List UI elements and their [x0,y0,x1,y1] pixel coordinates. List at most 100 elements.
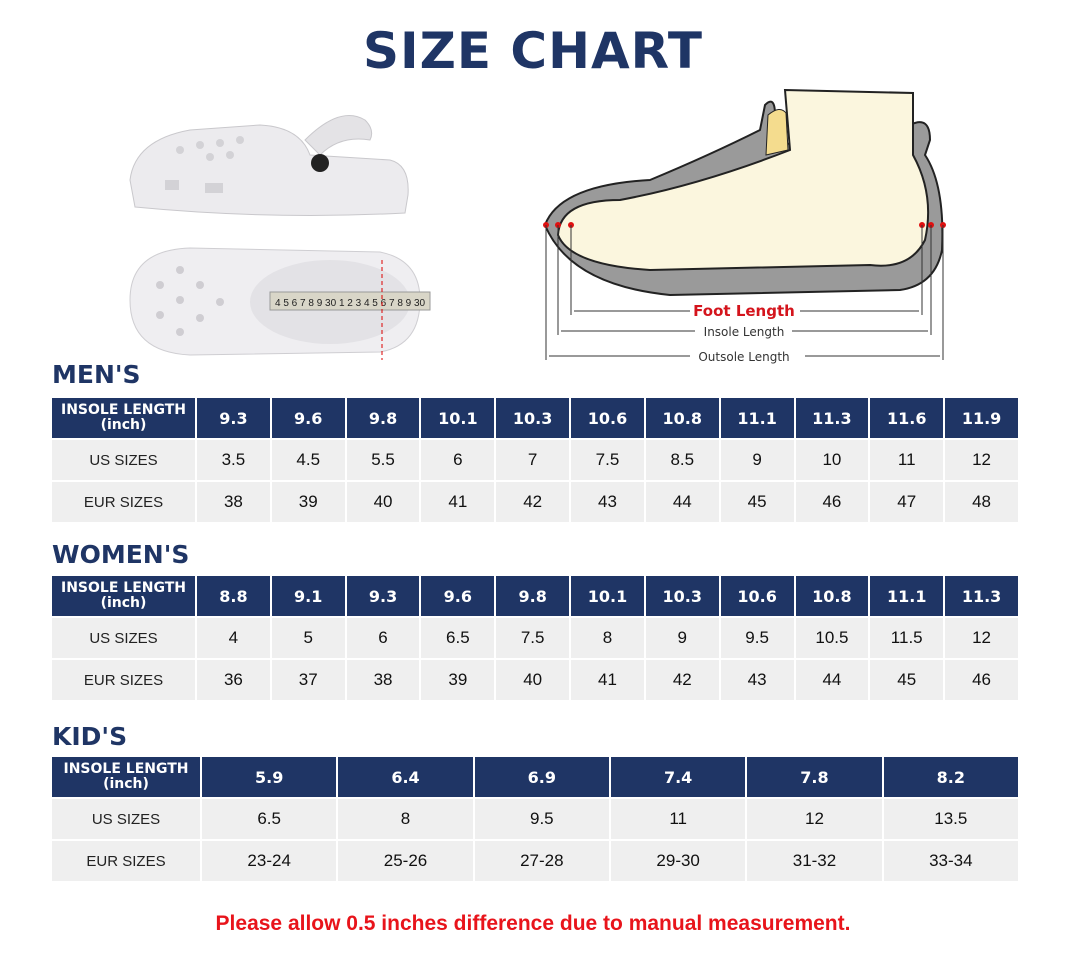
outsole-length-label: Outsole Length [698,350,789,364]
us-sizes-cell: 11 [610,799,746,839]
insole-length-cell: 11.3 [945,576,1018,616]
eur-sizes-cell: 45 [720,482,794,522]
eur-sizes-cell: 29-30 [610,841,746,881]
kids-size-table: INSOLE LENGTH (inch) 5.9 6.4 6.9 7.4 7.8 8.2 US … [50,755,1020,883]
insole-length-cell: 9.3 [197,398,270,438]
insole-length-row: INSOLE LENGTH (inch) 8.8 9.1 9.3 9.6 9.8 10.1 10… [52,576,1018,616]
insole-length-cell: 11.6 [870,398,944,438]
us-sizes-cell: 6.5 [421,618,495,658]
us-sizes-cell: 4.5 [271,440,345,480]
eur-sizes-cell: 48 [945,482,1018,522]
insole-length-cell: 5.9 [202,757,337,797]
insole-unit-text: (inch) [100,595,147,611]
insole-length-cell: 6.9 [474,757,609,797]
us-sizes-row: US SIZES 3.5 4.5 5.5 6 7 7.5 8.5 9 10 11 12 [52,440,1018,480]
us-sizes-cell: 10 [795,440,869,480]
eur-sizes-row: EUR SIZES 36 37 38 39 40 41 42 43 44 45 46 [52,660,1018,700]
insole-length-cell: 10.3 [645,576,719,616]
insole-length-cell: 9.1 [271,576,345,616]
insole-unit-text: (inch) [100,417,147,433]
foot-length-label: Foot Length [693,302,795,320]
insole-length-cell: 7.4 [610,757,746,797]
insole-length-cell: 9.8 [346,398,420,438]
us-sizes-cell: 13.5 [883,799,1018,839]
insole-unit-text: (inch) [103,776,149,792]
eur-sizes-cell: 42 [645,660,719,700]
insole-length-row: INSOLE LENGTH (inch) 5.9 6.4 6.9 7.4 7.8 8.2 [52,757,1018,797]
us-sizes-cell: 12 [945,440,1018,480]
us-sizes-row: US SIZES 6.5 8 9.5 11 12 13.5 [52,799,1018,839]
us-sizes-cell: 6 [346,618,420,658]
eur-sizes-cell: 39 [271,482,345,522]
eur-sizes-cell: 38 [197,482,270,522]
eur-sizes-cell: 43 [720,660,794,700]
clog-top-image: 4 5 6 7 8 9 30 1 2 3 4 5 6 7 8 9 30 [129,247,431,360]
us-sizes-cell: 9 [645,618,719,658]
eur-sizes-label: EUR SIZES [52,841,200,881]
insole-length-cell: 8.8 [197,576,270,616]
measurement-note: Please allow 0.5 inches difference due t… [215,912,851,935]
us-sizes-cell: 12 [747,799,882,839]
womens-size-table: INSOLE LENGTH (inch) 8.8 9.1 9.3 9.6 9.8 10.1 10… [50,574,1020,702]
kids-section-title: KID'S [52,722,128,751]
insole-length-cell: 7.8 [747,757,882,797]
insole-length-cell: 10.6 [720,576,794,616]
insole-length-cell: 11.9 [945,398,1018,438]
eur-sizes-cell: 42 [496,482,570,522]
eur-sizes-cell: 39 [421,660,495,700]
us-sizes-cell: 9.5 [720,618,794,658]
insole-length-cell: 10.8 [645,398,719,438]
us-sizes-cell: 7.5 [571,440,644,480]
us-sizes-label: US SIZES [52,618,195,658]
us-sizes-cell: 11.5 [870,618,944,658]
womens-section-title: WOMEN'S [52,540,190,569]
us-sizes-row: US SIZES 4 5 6 6.5 7.5 8 9 9.5 10.5 11.5 12 [52,618,1018,658]
insole-label-text: INSOLE LENGTH [61,402,186,418]
eur-sizes-cell: 44 [795,660,869,700]
eur-sizes-cell: 46 [945,660,1018,700]
eur-sizes-cell: 33-34 [883,841,1018,881]
insole-length-cell: 11.1 [870,576,944,616]
us-sizes-cell: 3.5 [197,440,270,480]
insole-length-label: INSOLE LENGTH (inch) [52,398,195,438]
eur-sizes-cell: 41 [571,660,644,700]
us-sizes-cell: 7 [496,440,570,480]
us-sizes-cell: 10.5 [795,618,869,658]
insole-length-cell: 9.6 [271,398,345,438]
insole-label-text: INSOLE LENGTH [63,761,189,777]
us-sizes-cell: 6 [421,440,495,480]
eur-sizes-cell: 41 [421,482,495,522]
insole-length-label: INSOLE LENGTH (inch) [52,576,195,616]
eur-sizes-cell: 43 [571,482,644,522]
insole-length-cell: 10.1 [421,398,495,438]
us-sizes-cell: 11 [870,440,944,480]
mens-size-table: INSOLE LENGTH (inch) 9.3 9.6 9.8 10.1 10.3 10.6… [50,396,1020,524]
eur-sizes-cell: 27-28 [474,841,609,881]
eur-sizes-cell: 38 [346,660,420,700]
insole-length-cell: 9.6 [421,576,495,616]
us-sizes-cell: 7.5 [496,618,570,658]
eur-sizes-cell: 37 [271,660,345,700]
eur-sizes-cell: 25-26 [338,841,473,881]
us-sizes-cell: 6.5 [202,799,337,839]
us-sizes-cell: 8 [338,799,473,839]
mens-section-title: MEN'S [52,360,141,389]
eur-sizes-cell: 40 [346,482,420,522]
insole-length-cell: 8.2 [883,757,1018,797]
us-sizes-cell: 9.5 [474,799,609,839]
eur-sizes-cell: 45 [870,660,944,700]
insole-length-cell: 9.3 [346,576,420,616]
eur-sizes-cell: 31-32 [747,841,882,881]
eur-sizes-row: EUR SIZES 38 39 40 41 42 43 44 45 46 47 48 [52,482,1018,522]
insole-label-text: INSOLE LENGTH [61,580,186,596]
insole-length-cell: 11.1 [720,398,794,438]
eur-sizes-cell: 36 [197,660,270,700]
eur-sizes-label: EUR SIZES [52,660,195,700]
insole-length-label: Insole Length [704,325,785,339]
insole-length-cell: 10.1 [571,576,644,616]
clog-side-image [129,115,409,216]
insole-length-row: INSOLE LENGTH (inch) 9.3 9.6 9.8 10.1 10.3 10.6… [52,398,1018,438]
us-sizes-cell: 8 [571,618,644,658]
insole-length-cell: 9.8 [496,576,570,616]
foot-measurement-diagram: Foot Length Insole Length Outsole Length [543,88,946,364]
